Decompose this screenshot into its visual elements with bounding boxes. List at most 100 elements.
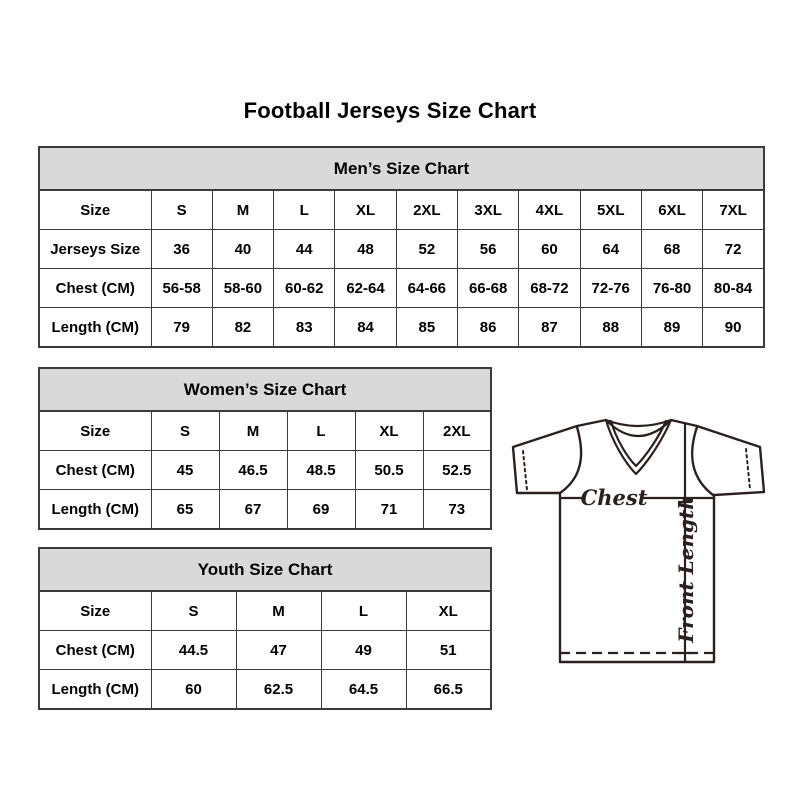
size-value-cell: 56-58 [150,268,213,308]
col-header: S [150,189,213,230]
jersey-diagram-icon: Chest Front Length [511,418,766,664]
size-value-cell: 85 [395,307,458,348]
youth-size-chart-section: Youth Size Chart Size S M L XL Chest (CM) 44.5 4… [38,547,492,710]
size-value-cell: 58-60 [211,268,275,308]
measurement-lines [560,423,714,662]
size-value-cell: 72 [702,229,765,269]
size-value-cell: 82 [211,307,275,348]
row-label: Jerseys Size [38,229,152,269]
col-header: L [320,590,407,631]
column-header-row: Size S M L XL 2XL [38,410,492,451]
row-label-header: Size [38,189,152,230]
size-value-cell: 68 [640,229,704,269]
size-value-cell: 87 [518,307,581,348]
womens-table-title: Women’s Size Chart [38,367,492,412]
col-header: M [211,189,275,230]
youth-size-table: Youth Size Chart Size S M L XL Chest (CM) 44.5 4… [38,547,492,710]
size-value-cell: 67 [218,489,288,530]
table-row: Chest (CM) 44.5 47 49 51 [38,630,492,670]
size-value-cell: 90 [702,307,765,348]
size-value-cell: 83 [273,307,336,348]
size-value-cell: 51 [405,630,492,670]
size-value-cell: 47 [235,630,322,670]
col-header: S [150,410,220,451]
size-value-cell: 72-76 [579,268,642,308]
row-label: Length (CM) [38,669,152,710]
size-value-cell: 48.5 [286,450,356,490]
size-value-cell: 71 [354,489,424,530]
row-label: Length (CM) [38,307,152,348]
size-value-cell: 49 [320,630,407,670]
col-header: L [273,189,336,230]
size-value-cell: 73 [422,489,492,530]
size-value-cell: 66-68 [456,268,520,308]
size-value-cell: 89 [640,307,704,348]
size-value-cell: 76-80 [640,268,704,308]
size-value-cell: 44 [273,229,336,269]
size-value-cell: 62.5 [235,669,322,710]
youth-table-title: Youth Size Chart [38,547,492,592]
size-value-cell: 60 [150,669,237,710]
size-value-cell: 48 [334,229,397,269]
size-value-cell: 52.5 [422,450,492,490]
page-title: Football Jerseys Size Chart [243,98,537,123]
front-length-measure-label: Front Length [674,495,698,644]
col-header: 6XL [640,189,704,230]
size-value-cell: 65 [150,489,220,530]
col-header: M [218,410,288,451]
size-value-cell: 64 [579,229,642,269]
col-header: 4XL [518,189,581,230]
col-header: 7XL [702,189,765,230]
size-value-cell: 64-66 [395,268,458,308]
row-label-header: Size [38,590,152,631]
col-header: S [150,590,237,631]
size-value-cell: 88 [579,307,642,348]
size-value-cell: 80-84 [702,268,765,308]
size-value-cell: 44.5 [150,630,237,670]
row-label: Chest (CM) [38,630,152,670]
table-row: Jerseys Size 36 40 44 48 52 56 60 64 68 72 [38,229,765,269]
size-value-cell: 69 [286,489,356,530]
size-value-cell: 50.5 [354,450,424,490]
size-value-cell: 36 [150,229,213,269]
size-value-cell: 60-62 [273,268,336,308]
size-value-cell: 84 [334,307,397,348]
size-value-cell: 40 [211,229,275,269]
jersey-outline [511,418,766,664]
col-header: 2XL [422,410,492,451]
mens-table-title: Men’s Size Chart [38,146,765,191]
chest-measure-label: Chest [581,485,648,510]
size-value-cell: 79 [150,307,213,348]
size-value-cell: 56 [456,229,520,269]
size-value-cell: 60 [518,229,581,269]
col-header: 5XL [579,189,642,230]
row-label: Chest (CM) [38,268,152,308]
size-value-cell: 64.5 [320,669,407,710]
size-value-cell: 62-64 [334,268,397,308]
size-value-cell: 68-72 [518,268,581,308]
column-header-row: Size S M L XL 2XL 3XL 4XL 5XL 6XL 7XL [38,189,765,230]
col-header: 3XL [456,189,520,230]
table-row: Chest (CM) 56-58 58-60 60-62 62-64 64-66 66-68… [38,268,765,308]
row-label: Chest (CM) [38,450,152,490]
col-header: 2XL [395,189,458,230]
size-value-cell: 46.5 [218,450,288,490]
size-value-cell: 66.5 [405,669,492,710]
table-row: Length (CM) 65 67 69 71 73 [38,489,492,530]
jersey-measurement-diagram: Chest Front Length [503,403,775,695]
size-value-cell: 45 [150,450,220,490]
row-label-header: Size [38,410,152,451]
womens-size-table: Women’s Size Chart Size S M L XL 2XL Chest (CM)… [38,367,492,530]
table-row: Chest (CM) 45 46.5 48.5 50.5 52.5 [38,450,492,490]
table-row: Length (CM) 79 82 83 84 85 86 87 88 89 90 [38,307,765,348]
col-header: XL [354,410,424,451]
column-header-row: Size S M L XL [38,590,492,631]
col-header: XL [405,590,492,631]
row-label: Length (CM) [38,489,152,530]
mens-size-chart-section: Men’s Size Chart Size S M L XL 2XL 3XL 4XL 5XL 6XL… [38,146,765,348]
size-value-cell: 86 [456,307,520,348]
col-header: L [286,410,356,451]
col-header: XL [334,189,397,230]
table-row: Length (CM) 60 62.5 64.5 66.5 [38,669,492,710]
